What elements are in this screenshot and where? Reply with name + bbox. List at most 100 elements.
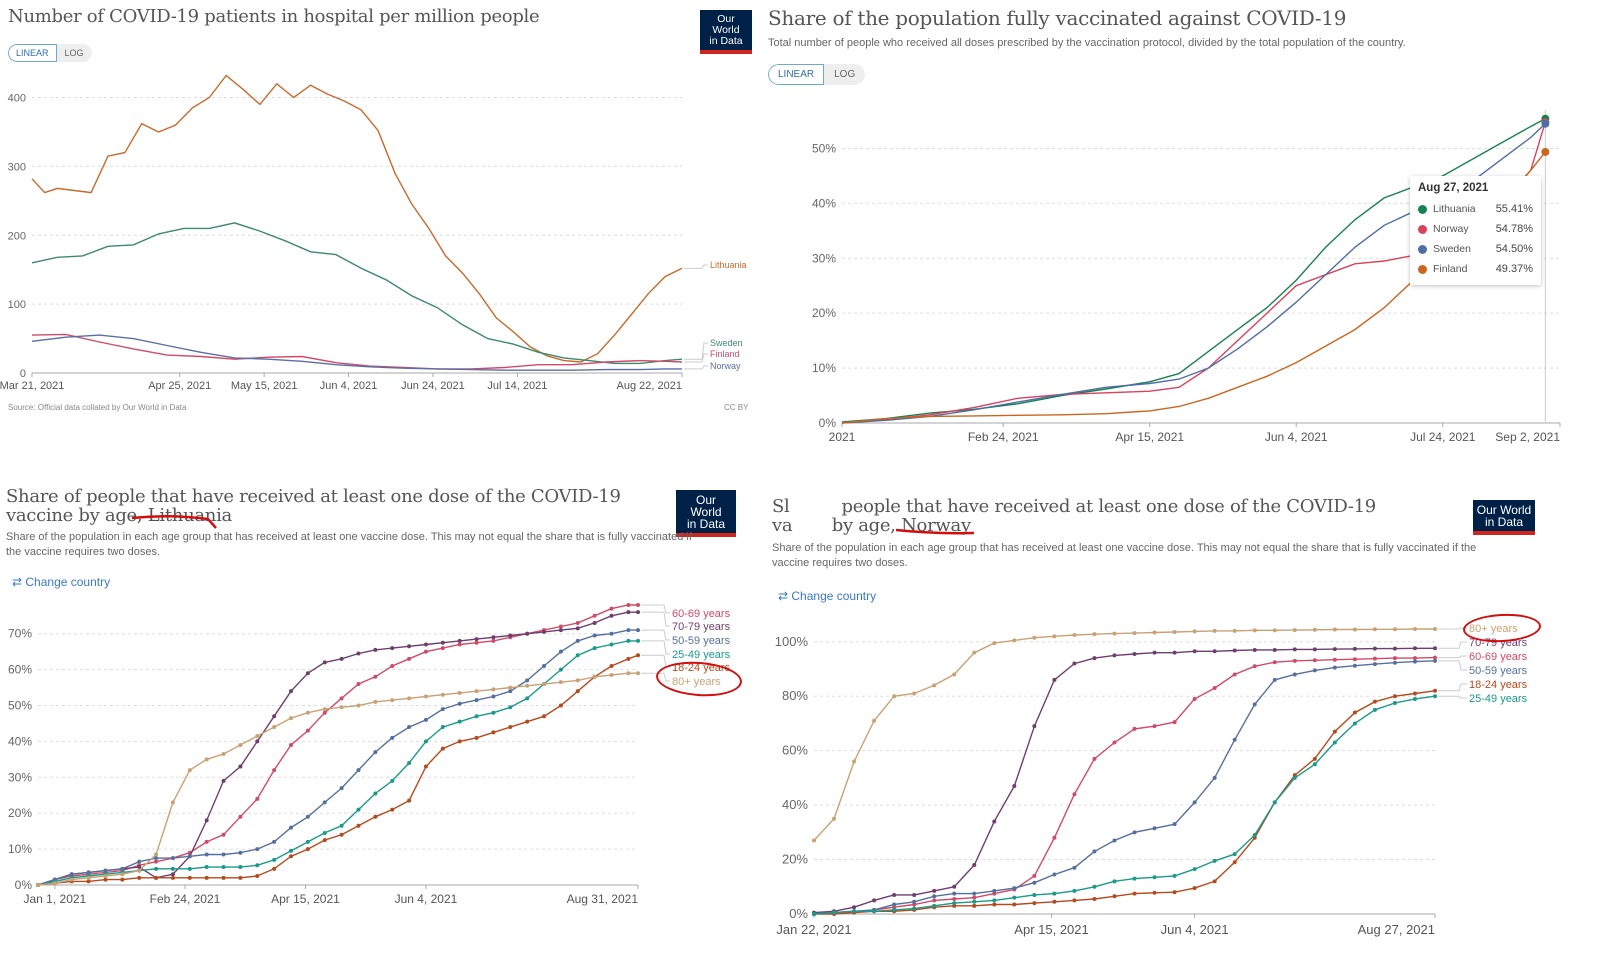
data-point [1192, 649, 1197, 654]
data-point [1192, 886, 1197, 891]
data-point [1092, 884, 1097, 889]
data-point [423, 739, 428, 744]
data-point [508, 705, 513, 710]
data-point [1272, 647, 1277, 652]
data-point [1433, 646, 1437, 651]
data-point [305, 847, 310, 852]
owid-logo[interactable]: Our World in Data [1473, 500, 1535, 535]
legend-label: 60-69 years [1469, 651, 1528, 663]
data-point [525, 678, 530, 683]
data-point [69, 872, 74, 877]
data-point [1072, 888, 1077, 893]
data-point [1132, 726, 1137, 731]
log-scale-button[interactable]: LOG [56, 44, 92, 62]
data-point [255, 874, 260, 879]
legend-label: 70-79 years [672, 621, 731, 633]
x-tick-label: Sep 2, 2021 [1495, 430, 1560, 444]
data-point [154, 866, 159, 871]
data-point [272, 714, 277, 719]
fully-vaccinated-line-chart[interactable]: 0% 10% 20% 30% 40% 50% 2021 Feb 24, 2021 Apr 15,… [760, 0, 1600, 460]
data-point [992, 888, 997, 893]
data-point [221, 852, 226, 857]
data-point [609, 631, 614, 636]
data-point [972, 903, 977, 908]
legend-connector [1438, 627, 1467, 630]
tooltip-country: Lithuania [1433, 203, 1476, 215]
data-point [636, 603, 640, 607]
series-line-25-49-years [37, 640, 638, 886]
hospital-line-chart[interactable]: 0 100 200 300 400 Mar 21, 2021 Apr 25, 2021 May… [0, 0, 760, 430]
title-line2: by age [826, 514, 891, 536]
data-point [1092, 632, 1097, 637]
x-tick-label: Feb 24, 2021 [968, 430, 1039, 444]
legend-label: 70-79 years [1469, 637, 1528, 649]
log-scale-button[interactable]: LOG [824, 64, 866, 85]
data-point [1412, 646, 1417, 651]
series-line-50-59-years [813, 660, 1436, 915]
data-point [1132, 631, 1137, 636]
legend-connector [1438, 695, 1467, 699]
tooltip-value: 54.78% [1495, 223, 1533, 235]
tooltip-row: Norway 54.78% [1418, 219, 1533, 239]
x-tick-label: Jan 22, 2021 [776, 922, 851, 937]
x-tick-label: Apr 15, 2021 [271, 892, 340, 906]
data-point [238, 850, 243, 855]
data-point [423, 694, 428, 699]
data-point [1372, 627, 1377, 632]
y-tick-label: 40% [812, 196, 836, 210]
data-point [972, 863, 977, 867]
owid-logo[interactable]: Our World in Data [700, 10, 752, 54]
x-tick-label: May 15, 2021 [231, 380, 298, 392]
change-country-link[interactable]: ⇄ Change country [778, 589, 877, 603]
series-line-70-79-years [813, 647, 1435, 914]
data-point [1232, 737, 1237, 742]
data-point [255, 734, 260, 739]
norway-age-title: Sl people that have received at least one… [772, 497, 1452, 536]
linear-scale-button[interactable]: LINEAR [768, 64, 825, 85]
legend-dot [1418, 204, 1427, 214]
data-point [103, 874, 108, 879]
data-point [1312, 647, 1317, 652]
data-point [558, 649, 563, 654]
data-point [525, 683, 530, 688]
data-point [892, 902, 897, 907]
legend-connector [1438, 641, 1467, 649]
x-tick-label: Aug 27, 2021 [1358, 922, 1435, 937]
data-point [1172, 650, 1177, 655]
hospital-chart-title: Number of COVID-19 patients in hospital … [8, 6, 540, 27]
x-tick-label: 2021 [829, 430, 856, 444]
data-point [1232, 860, 1237, 865]
scale-toggle: LINEAR LOG [8, 44, 92, 62]
data-point [204, 757, 209, 762]
data-point [1092, 897, 1097, 902]
data-point [1212, 628, 1217, 633]
data-point [103, 877, 108, 882]
data-point [137, 868, 142, 873]
data-point [1433, 688, 1437, 693]
data-point [1032, 880, 1037, 885]
data-point [1112, 894, 1117, 899]
linear-scale-button[interactable]: LINEAR [8, 44, 57, 62]
data-point [1272, 660, 1277, 665]
data-point [373, 791, 378, 796]
data-point [972, 650, 977, 655]
data-point [272, 857, 277, 862]
owid-logo[interactable]: Our World in Data [676, 490, 736, 537]
y-tick-label: 0% [15, 878, 33, 892]
data-point [187, 866, 192, 871]
data-point [407, 725, 412, 730]
data-point [154, 859, 159, 864]
data-point [69, 877, 74, 882]
change-country-link[interactable]: ⇄ Change country [12, 575, 111, 589]
data-point [892, 907, 897, 912]
data-point [1392, 646, 1397, 651]
data-point [373, 647, 378, 652]
data-point [812, 838, 816, 843]
tooltip-country: Sweden [1433, 243, 1471, 255]
license-link[interactable]: CC BY [724, 403, 749, 412]
norway-age-line-chart[interactable]: 0% 20% 40% 60% 80% 100% Jan 22, 2021 Apr 15, 20… [760, 490, 1600, 978]
lithuania-age-line-chart[interactable]: 0% 10% 20% 30% 40% 50% 60% 70% Jan 1, 2021 Feb 24… [0, 480, 760, 978]
data-point [525, 696, 530, 701]
legend-connector [1438, 655, 1467, 659]
data-point [1292, 658, 1297, 663]
